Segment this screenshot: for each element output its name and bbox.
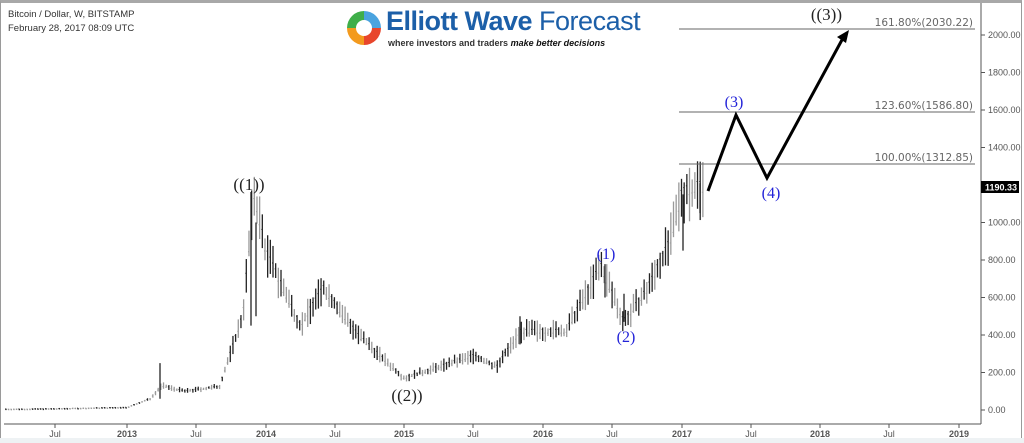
subwave-label-3: (3) <box>725 94 744 111</box>
subwave-label-2: (2) <box>617 329 636 346</box>
fib-label-161: 161.80%(2030.22) <box>875 17 973 29</box>
chart-header: Bitcoin / Dollar, W, BITSTAMP February 2… <box>8 8 135 36</box>
x-tick-label: Jul <box>606 429 618 439</box>
logo-title-light: Forecast <box>539 6 641 36</box>
subwave-label-4: (4) <box>762 185 781 202</box>
last-price-tag <box>981 181 1019 193</box>
logo-title: Elliott Wave Forecast <box>386 6 641 37</box>
swirl-logo-icon <box>347 11 381 45</box>
y-tick-label: 200.00 <box>988 368 1016 378</box>
x-tick-label: Jul <box>49 429 61 439</box>
x-tick-label: 2019 <box>949 429 969 439</box>
x-tick-label: Jul <box>883 429 895 439</box>
y-tick-label: 2000.00 <box>988 30 1021 40</box>
x-tick-label: Jul <box>329 429 341 439</box>
symbol-title: Bitcoin / Dollar, W, BITSTAMP <box>8 9 135 20</box>
logo-title-bold: Elliott Wave <box>386 6 533 36</box>
ohlc-bars <box>5 161 704 411</box>
subwave-label-1: (1) <box>597 246 616 263</box>
x-tick-label: Jul <box>467 429 479 439</box>
arrow-head-icon <box>837 30 849 43</box>
x-tick-label: 2017 <box>672 429 692 439</box>
x-tick-label: 2016 <box>533 429 553 439</box>
fib-label-100: 100.00%(1312.85) <box>875 152 973 164</box>
last-price-value: 1190.33 <box>985 183 1017 193</box>
y-tick-label: 1400.00 <box>988 143 1021 153</box>
chart-timestamp: February 28, 2017 08:09 UTC <box>8 23 135 34</box>
x-tick-label: Jul <box>745 429 757 439</box>
fib-label-123: 123.60%(1586.80) <box>875 100 973 112</box>
x-tick-label: 2013 <box>117 429 137 439</box>
y-tick-label: 0.00 <box>988 405 1006 415</box>
projection-path <box>706 37 845 192</box>
tagline-emphasis: make better decisions <box>510 38 606 48</box>
x-tick-label: Jul <box>190 429 202 439</box>
y-axis: 0.00 200.00 400.00 600.00 800.00 1000.00 1400.… <box>981 30 1021 415</box>
x-tick-label: 2015 <box>394 429 414 439</box>
x-axis: Jul 2013 Jul 2014 Jul 2015 Jul 2016 Jul 2017 Jul 20… <box>49 424 969 439</box>
x-tick-label: 2014 <box>256 429 276 439</box>
wave-label-1: ((1)) <box>233 175 264 194</box>
y-tick-label: 1000.00 <box>988 218 1021 228</box>
x-tick-label: 2018 <box>810 429 830 439</box>
wave-label-3: ((3)) <box>811 5 842 24</box>
y-tick-label: 1600.00 <box>988 105 1021 115</box>
wave-label-2: ((2)) <box>391 386 422 405</box>
tagline-plain: where investors and traders <box>388 38 509 48</box>
y-tick-label: 400.00 <box>988 330 1016 340</box>
y-tick-label: 600.00 <box>988 293 1016 303</box>
y-tick-label: 1800.00 <box>988 68 1021 78</box>
brand-logo: Elliott Wave Forecast where investors an… <box>344 6 644 52</box>
y-tick-label: 800.00 <box>988 255 1016 265</box>
bottom-strip <box>0 438 1024 443</box>
logo-tagline: where investors and traders make better … <box>388 38 605 48</box>
